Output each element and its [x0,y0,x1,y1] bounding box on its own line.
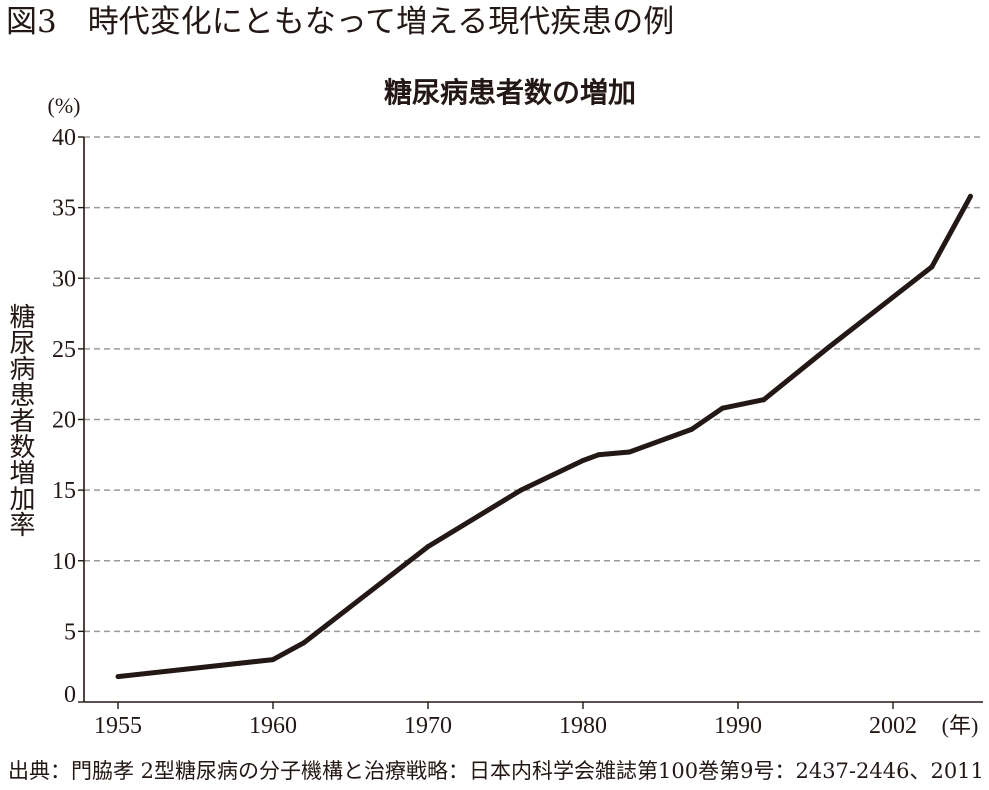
data-point [301,640,307,646]
y-tick-label: 10 [52,549,76,575]
data-point [761,397,767,403]
y-tick-label: 40 [52,125,76,151]
data-point [518,487,524,493]
y-tick-label: 0 [64,682,76,708]
series-line [117,195,973,680]
figure-title: 図3 時代変化にともなって増える現代疾患の例 [6,4,675,40]
data-point [627,449,632,455]
source-note: 出典：門脇孝 2型糖尿病の分子機構と治療戦略：日本内科学会雑誌第100巻第9号：… [8,759,984,783]
x-tick-label: 1960 [249,713,297,739]
y-tick-label: 20 [52,408,76,434]
x-tick-label: 1980 [559,713,607,739]
y-tick-label: 5 [64,619,76,645]
y-tick-label: 25 [52,337,76,363]
data-point [720,405,725,411]
data-point [689,426,694,432]
y-tick-label: 30 [52,266,76,292]
y-tick-label: 35 [52,196,76,222]
data-point [270,657,276,663]
x-tick-label: 2002 [869,713,917,739]
y-axis-title: 糖尿病患者数増加率 [5,303,35,537]
data-point [425,544,431,550]
data-point [580,458,586,463]
y-unit-label: (%) [48,93,81,118]
data-point [968,193,973,199]
data-point [596,452,601,458]
data-point [115,674,121,680]
data-point [929,264,935,270]
chart-title: 糖尿病患者数の増加 [384,76,636,109]
x-tick-label: 1970 [404,713,452,739]
x-unit-label: (年) [942,713,979,738]
data-point [825,345,831,350]
x-tick-label: 1990 [714,713,762,739]
x-tick-label: 1955 [94,713,142,739]
y-tick-label: 15 [52,478,76,504]
